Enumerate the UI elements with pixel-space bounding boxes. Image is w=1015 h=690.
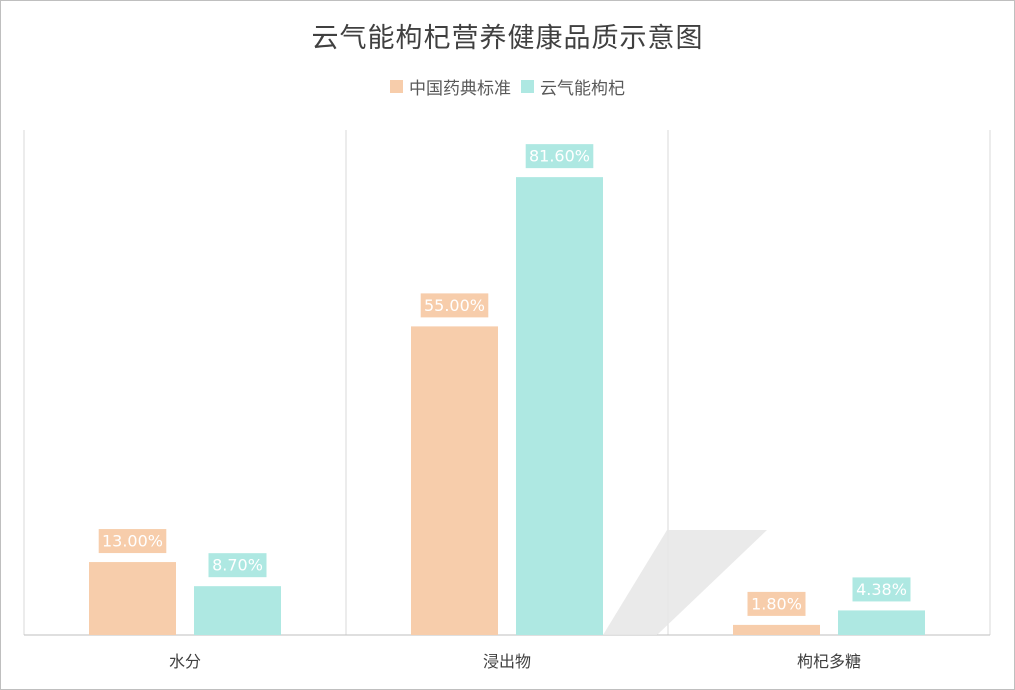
- bar-standard: [89, 562, 176, 635]
- category-label: 浸出物: [483, 652, 531, 671]
- bar-shadow: [603, 530, 767, 635]
- data-label: 8.70%: [212, 556, 263, 575]
- data-label-box: [208, 553, 267, 578]
- bar-yunqineng: [516, 177, 603, 635]
- data-label: 13.00%: [102, 532, 163, 551]
- data-label: 1.80%: [751, 594, 802, 613]
- bar-standard: [411, 326, 498, 635]
- data-label-box: [98, 529, 167, 554]
- legend-swatch-yunqineng: [521, 80, 534, 93]
- category-label: 枸杞多糖: [797, 652, 861, 671]
- data-label: 4.38%: [856, 580, 907, 599]
- data-label: 55.00%: [424, 296, 485, 315]
- data-label-box: [852, 577, 911, 602]
- bar-standard: [733, 624, 820, 635]
- data-label-box: [747, 591, 806, 616]
- chart-title: 云气能枸杞营养健康品质示意图: [311, 23, 704, 54]
- legend: 中国药典标准 云气能枸杞: [0, 74, 1015, 99]
- bar-yunqineng: [194, 586, 281, 635]
- legend-swatch-standard: [390, 80, 403, 93]
- legend-label-standard: 中国药典标准: [409, 79, 511, 99]
- data-label-box: [525, 144, 594, 169]
- legend-label-yunqineng: 云气能枸杞: [540, 79, 625, 99]
- category-label: 水分: [169, 652, 201, 671]
- data-label-box: [420, 293, 489, 318]
- data-label: 81.60%: [529, 147, 590, 166]
- legend-item-yunqineng: 云气能枸杞: [521, 74, 625, 99]
- legend-item-standard: 中国药典标准: [390, 74, 511, 99]
- bar-yunqineng: [838, 610, 925, 635]
